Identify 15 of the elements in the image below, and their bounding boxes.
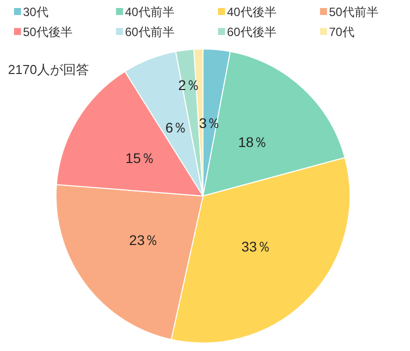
legend-label: 70代 xyxy=(329,25,354,39)
legend-label: 60代後半 xyxy=(227,25,276,39)
legend-label: 40代後半 xyxy=(227,5,276,19)
data-label: 18％ xyxy=(238,134,268,150)
legend-label: 30代 xyxy=(23,5,48,19)
data-label: 6％ xyxy=(165,120,188,136)
text: 2170人が回答 xyxy=(8,62,89,77)
legend-label: 50代後半 xyxy=(23,25,72,39)
legend-label: 50代前半 xyxy=(329,5,378,19)
data-label: 15％ xyxy=(125,150,155,166)
legend-label: 60代前半 xyxy=(125,25,174,39)
data-label: 23％ xyxy=(129,232,159,248)
data-label: 2％ xyxy=(178,77,200,94)
data-label: 33％ xyxy=(241,238,271,255)
legend-label: 40代前半 xyxy=(125,5,174,19)
